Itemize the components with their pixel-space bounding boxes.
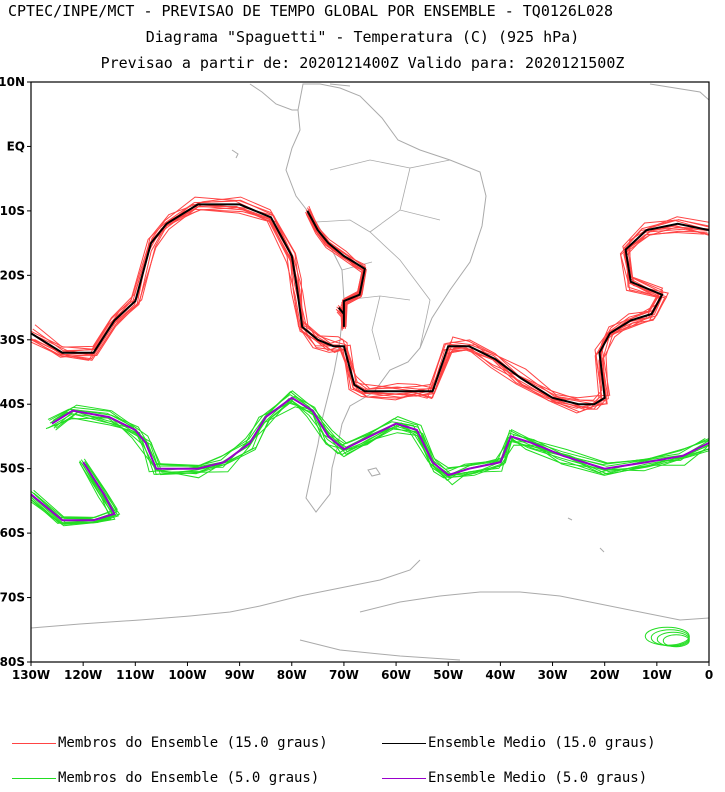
member-15-contour (31, 200, 708, 405)
y-tick-label: 40S (0, 397, 25, 411)
legend-label: Membros do Ensemble (5.0 graus) (58, 770, 320, 786)
y-tick-label: 70S (0, 591, 25, 605)
member-5-contour (53, 401, 709, 479)
y-tick-label: 60S (0, 526, 25, 540)
x-tick-label: 0 (705, 668, 713, 682)
central-america-coastline (249, 83, 709, 111)
member-5-contour (662, 634, 690, 648)
legend-label: Ensemble Medio (15.0 graus) (428, 735, 656, 751)
ensemble-members-15-group (31, 196, 709, 414)
mean-15-contour (31, 203, 709, 406)
y-tick-label: 10N (0, 75, 25, 89)
chart-title-line2: Diagrama "Spaguetti" - Temperatura (C) (… (145, 28, 580, 46)
member-15-contour (34, 196, 709, 399)
member-5-contour (53, 406, 708, 486)
member-5-contour (45, 398, 709, 479)
y-axis: 10N EQ 10S 20S 30S 40S 50S 60S 70S 80S (0, 75, 31, 669)
country-borders (315, 159, 451, 361)
chart-title-line1: CPTEC/INPE/MCT - PREVISAO DE TEMPO GLOBA… (8, 2, 614, 20)
member-5-contour (656, 631, 690, 647)
member-5-contour (31, 460, 113, 520)
islands (231, 149, 605, 553)
y-tick-label: EQ (7, 139, 25, 153)
legend-mean-15: Ensemble Medio (15.0 graus) (382, 735, 656, 751)
mean-5-contour (51, 396, 709, 477)
legend-swatch (12, 777, 56, 779)
y-tick-label: 30S (0, 333, 25, 347)
y-tick-label: 50S (0, 462, 25, 476)
x-tick-label: 20W (590, 668, 620, 682)
x-tick-label: 130W (12, 668, 50, 682)
x-tick-label: 50W (433, 668, 463, 682)
member-5-contour (31, 463, 117, 524)
legend-label: Membros do Ensemble (15.0 graus) (58, 735, 328, 751)
legend-swatch (382, 742, 426, 744)
x-tick-label: 40W (485, 668, 515, 682)
member-5-contour (31, 464, 112, 525)
x-axis: 130W 120W 110W 100W 90W 80W 70W 60W 50W 40W 30W 20W… (12, 662, 713, 682)
member-15-contour (34, 209, 708, 413)
y-tick-label: 10S (0, 204, 25, 218)
ensemble-means-group (31, 203, 709, 522)
x-tick-label: 30W (538, 668, 568, 682)
y-tick-label: 20S (0, 268, 25, 282)
y-tick-label: 80S (0, 655, 25, 669)
legend-label: Ensemble Medio (5.0 graus) (428, 770, 648, 786)
legend-members-15: Membros do Ensemble (15.0 graus) (12, 735, 328, 751)
x-tick-label: 80W (277, 668, 307, 682)
legend-members-5: Membros do Ensemble (5.0 graus) (12, 770, 319, 786)
x-tick-label: 100W (168, 668, 206, 682)
x-tick-label: 70W (329, 668, 359, 682)
member-15-contour (305, 213, 363, 331)
x-tick-label: 110W (116, 668, 154, 682)
plot-frame (30, 81, 710, 663)
member-15-contour (31, 196, 709, 401)
legend-swatch (12, 742, 56, 744)
south-america-coastline (285, 83, 487, 513)
x-tick-label: 60W (381, 668, 411, 682)
legend-mean-5: Ensemble Medio (5.0 graus) (382, 770, 647, 786)
legend-swatch (382, 777, 426, 779)
mean-5-contour (31, 461, 116, 522)
mean-15-contour (306, 210, 366, 327)
member-15-contour (31, 205, 709, 410)
x-tick-label: 90W (225, 668, 255, 682)
member-5-contour (33, 458, 118, 518)
x-tick-label: 10W (642, 668, 672, 682)
antarctica-coastline (31, 559, 709, 661)
member-5-contour (52, 390, 709, 469)
chart-title-line3: Previsao a partir de: 2020121400Z Valido… (100, 54, 625, 72)
x-tick-label: 120W (64, 668, 102, 682)
member-15-contour (33, 206, 707, 409)
ensemble-members-5-group (31, 390, 709, 648)
